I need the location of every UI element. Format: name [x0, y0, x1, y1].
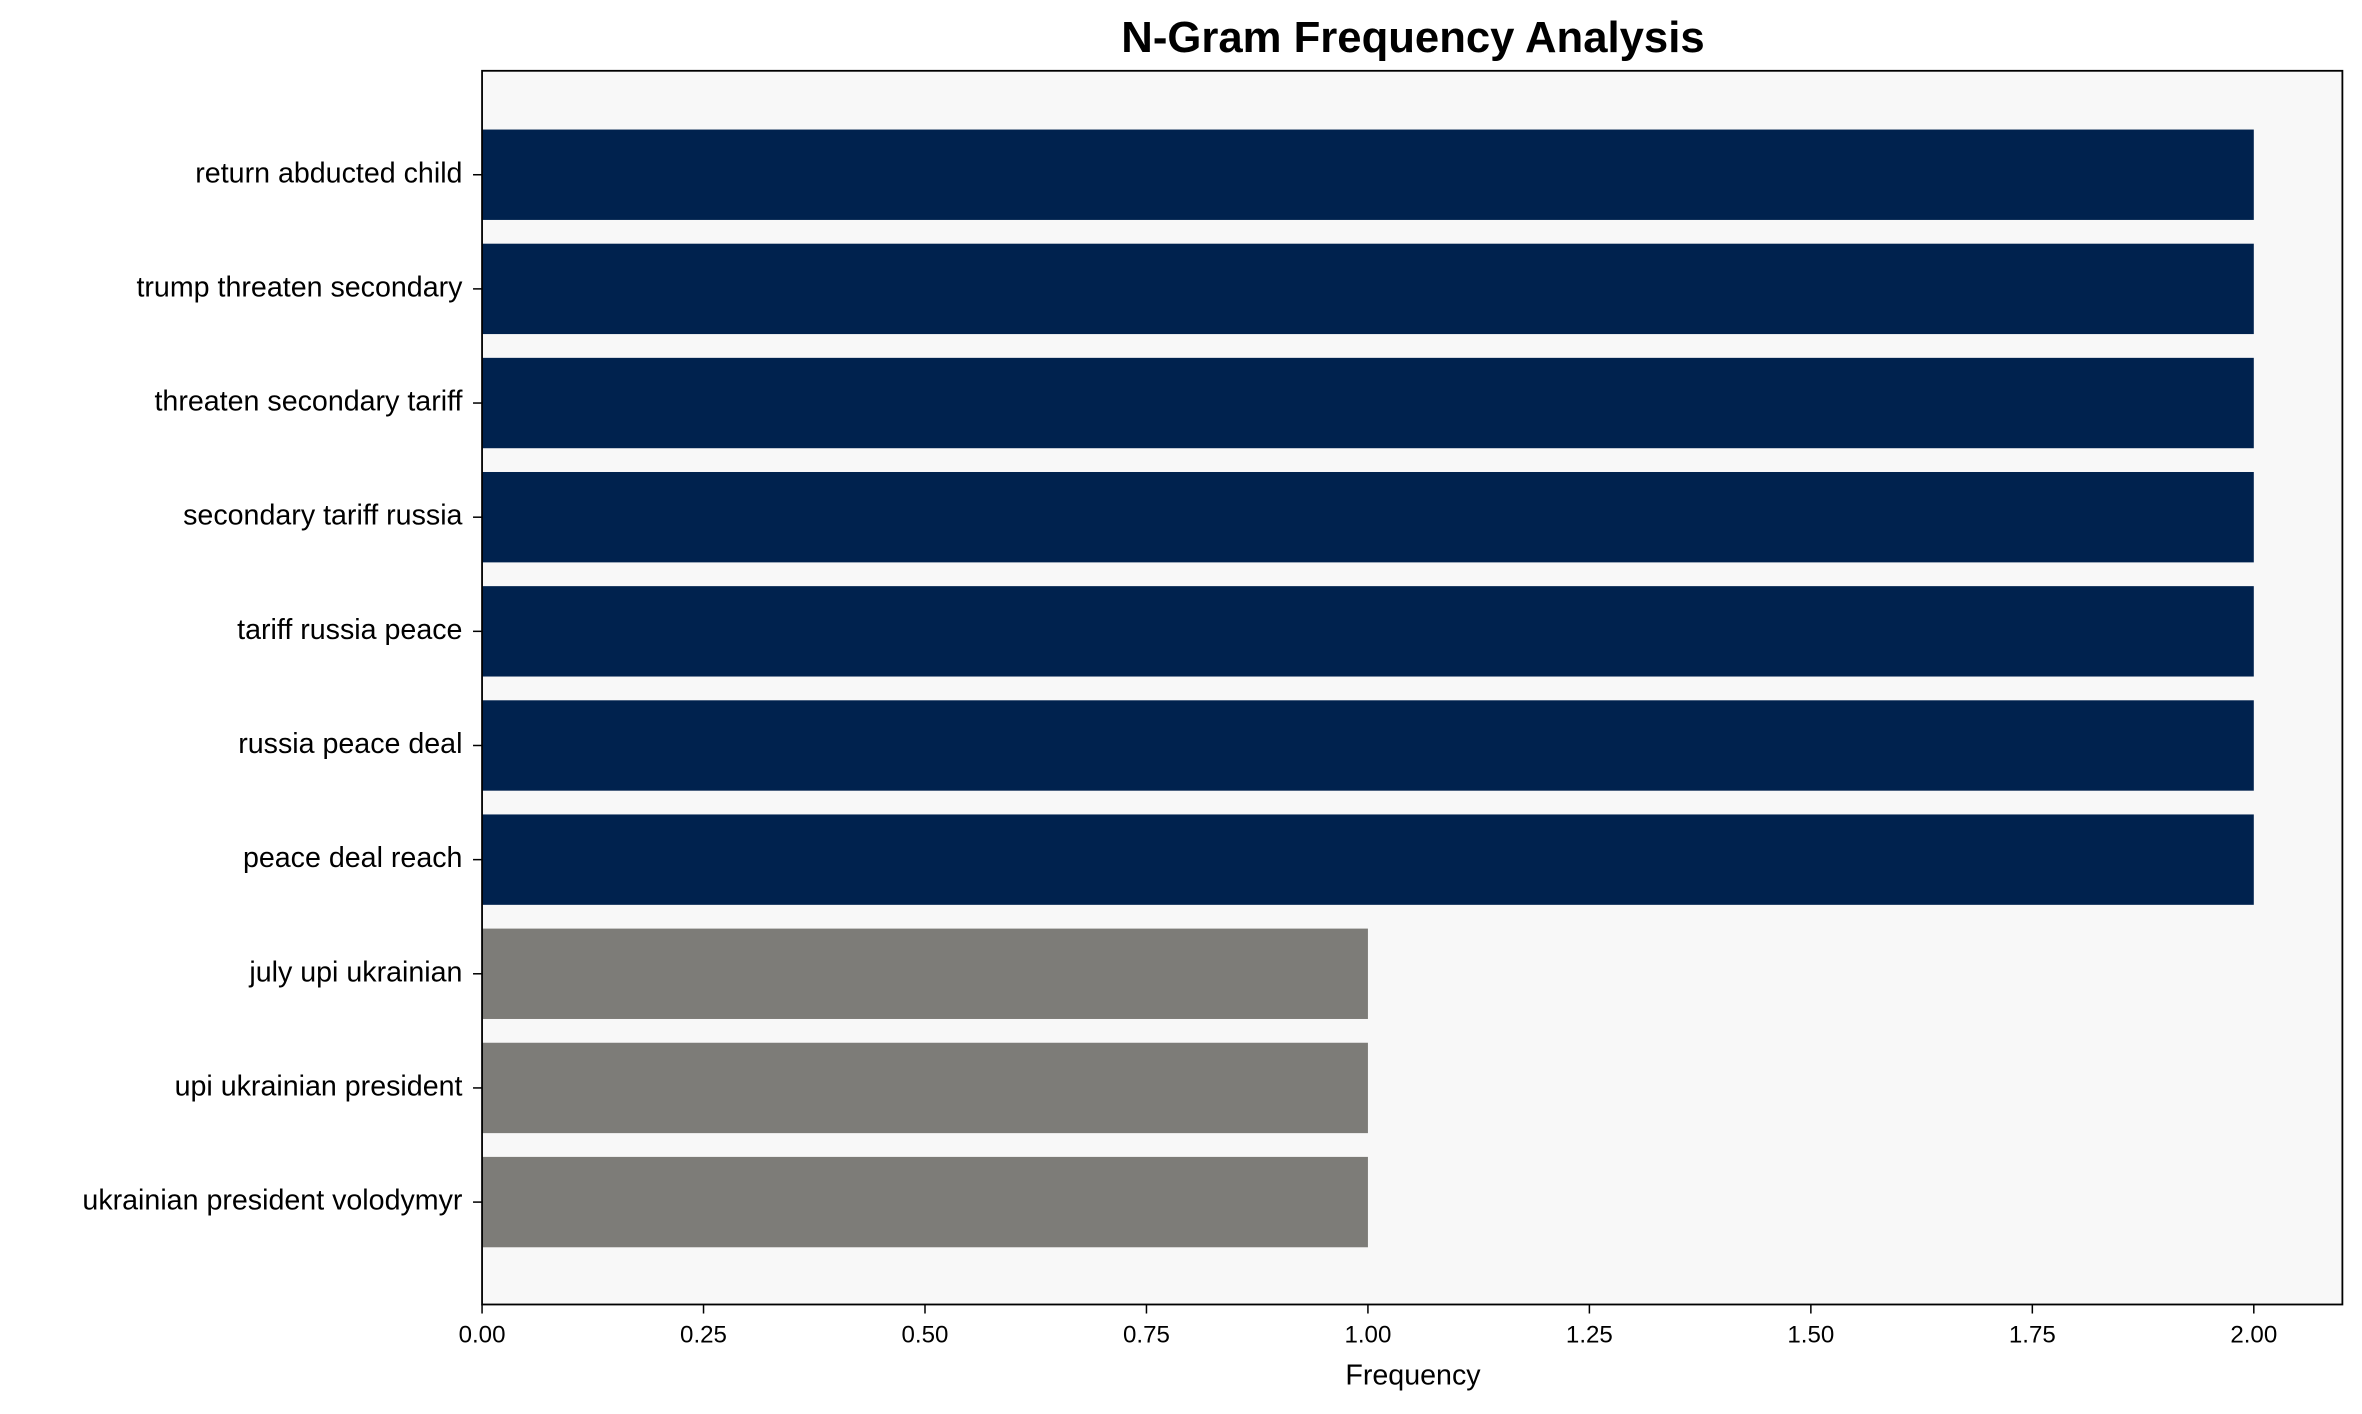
x-tick-label: 0.50 — [902, 1321, 949, 1348]
bar — [482, 129, 2254, 220]
bar — [482, 357, 2254, 449]
bar — [482, 1156, 1368, 1248]
y-tick-label: threaten secondary tariff — [154, 386, 462, 418]
x-axis-label: Frequency — [1345, 1359, 1481, 1391]
bar — [482, 1042, 1368, 1134]
y-tick-label: july upi ukrainian — [248, 956, 462, 988]
plot-frame — [481, 69, 2344, 1306]
bar — [482, 928, 1368, 1019]
bar — [482, 814, 2254, 905]
y-tick-label: peace deal reach — [243, 842, 463, 874]
x-tick-label: 0.25 — [680, 1321, 727, 1348]
x-tick-label: 2.00 — [2230, 1321, 2277, 1348]
y-tick-label: ukrainian president volodymyr — [82, 1185, 463, 1217]
x-tick-label: 1.25 — [1566, 1321, 1613, 1348]
y-tick-label: trump threaten secondary — [136, 271, 463, 303]
y-tick-label: secondary tariff russia — [183, 500, 462, 532]
bar — [482, 700, 2254, 791]
bar — [482, 243, 2254, 335]
y-tick-label: upi ukrainian president — [175, 1071, 463, 1103]
x-tick-label: 1.00 — [1344, 1321, 1391, 1348]
bar — [482, 586, 2254, 677]
x-tick-label: 0.75 — [1123, 1321, 1170, 1348]
chart-title: N-Gram Frequency Analysis — [1121, 13, 1704, 62]
y-tick-label: tariff russia peace — [237, 614, 462, 646]
x-tick-label: 1.50 — [1787, 1321, 1834, 1348]
x-tick-label: 1.75 — [2009, 1321, 2056, 1348]
y-tick-label: russia peace deal — [238, 728, 462, 760]
x-tick-label: 0.00 — [459, 1321, 506, 1348]
bar — [482, 471, 2254, 563]
y-tick-label: return abducted child — [195, 157, 462, 189]
